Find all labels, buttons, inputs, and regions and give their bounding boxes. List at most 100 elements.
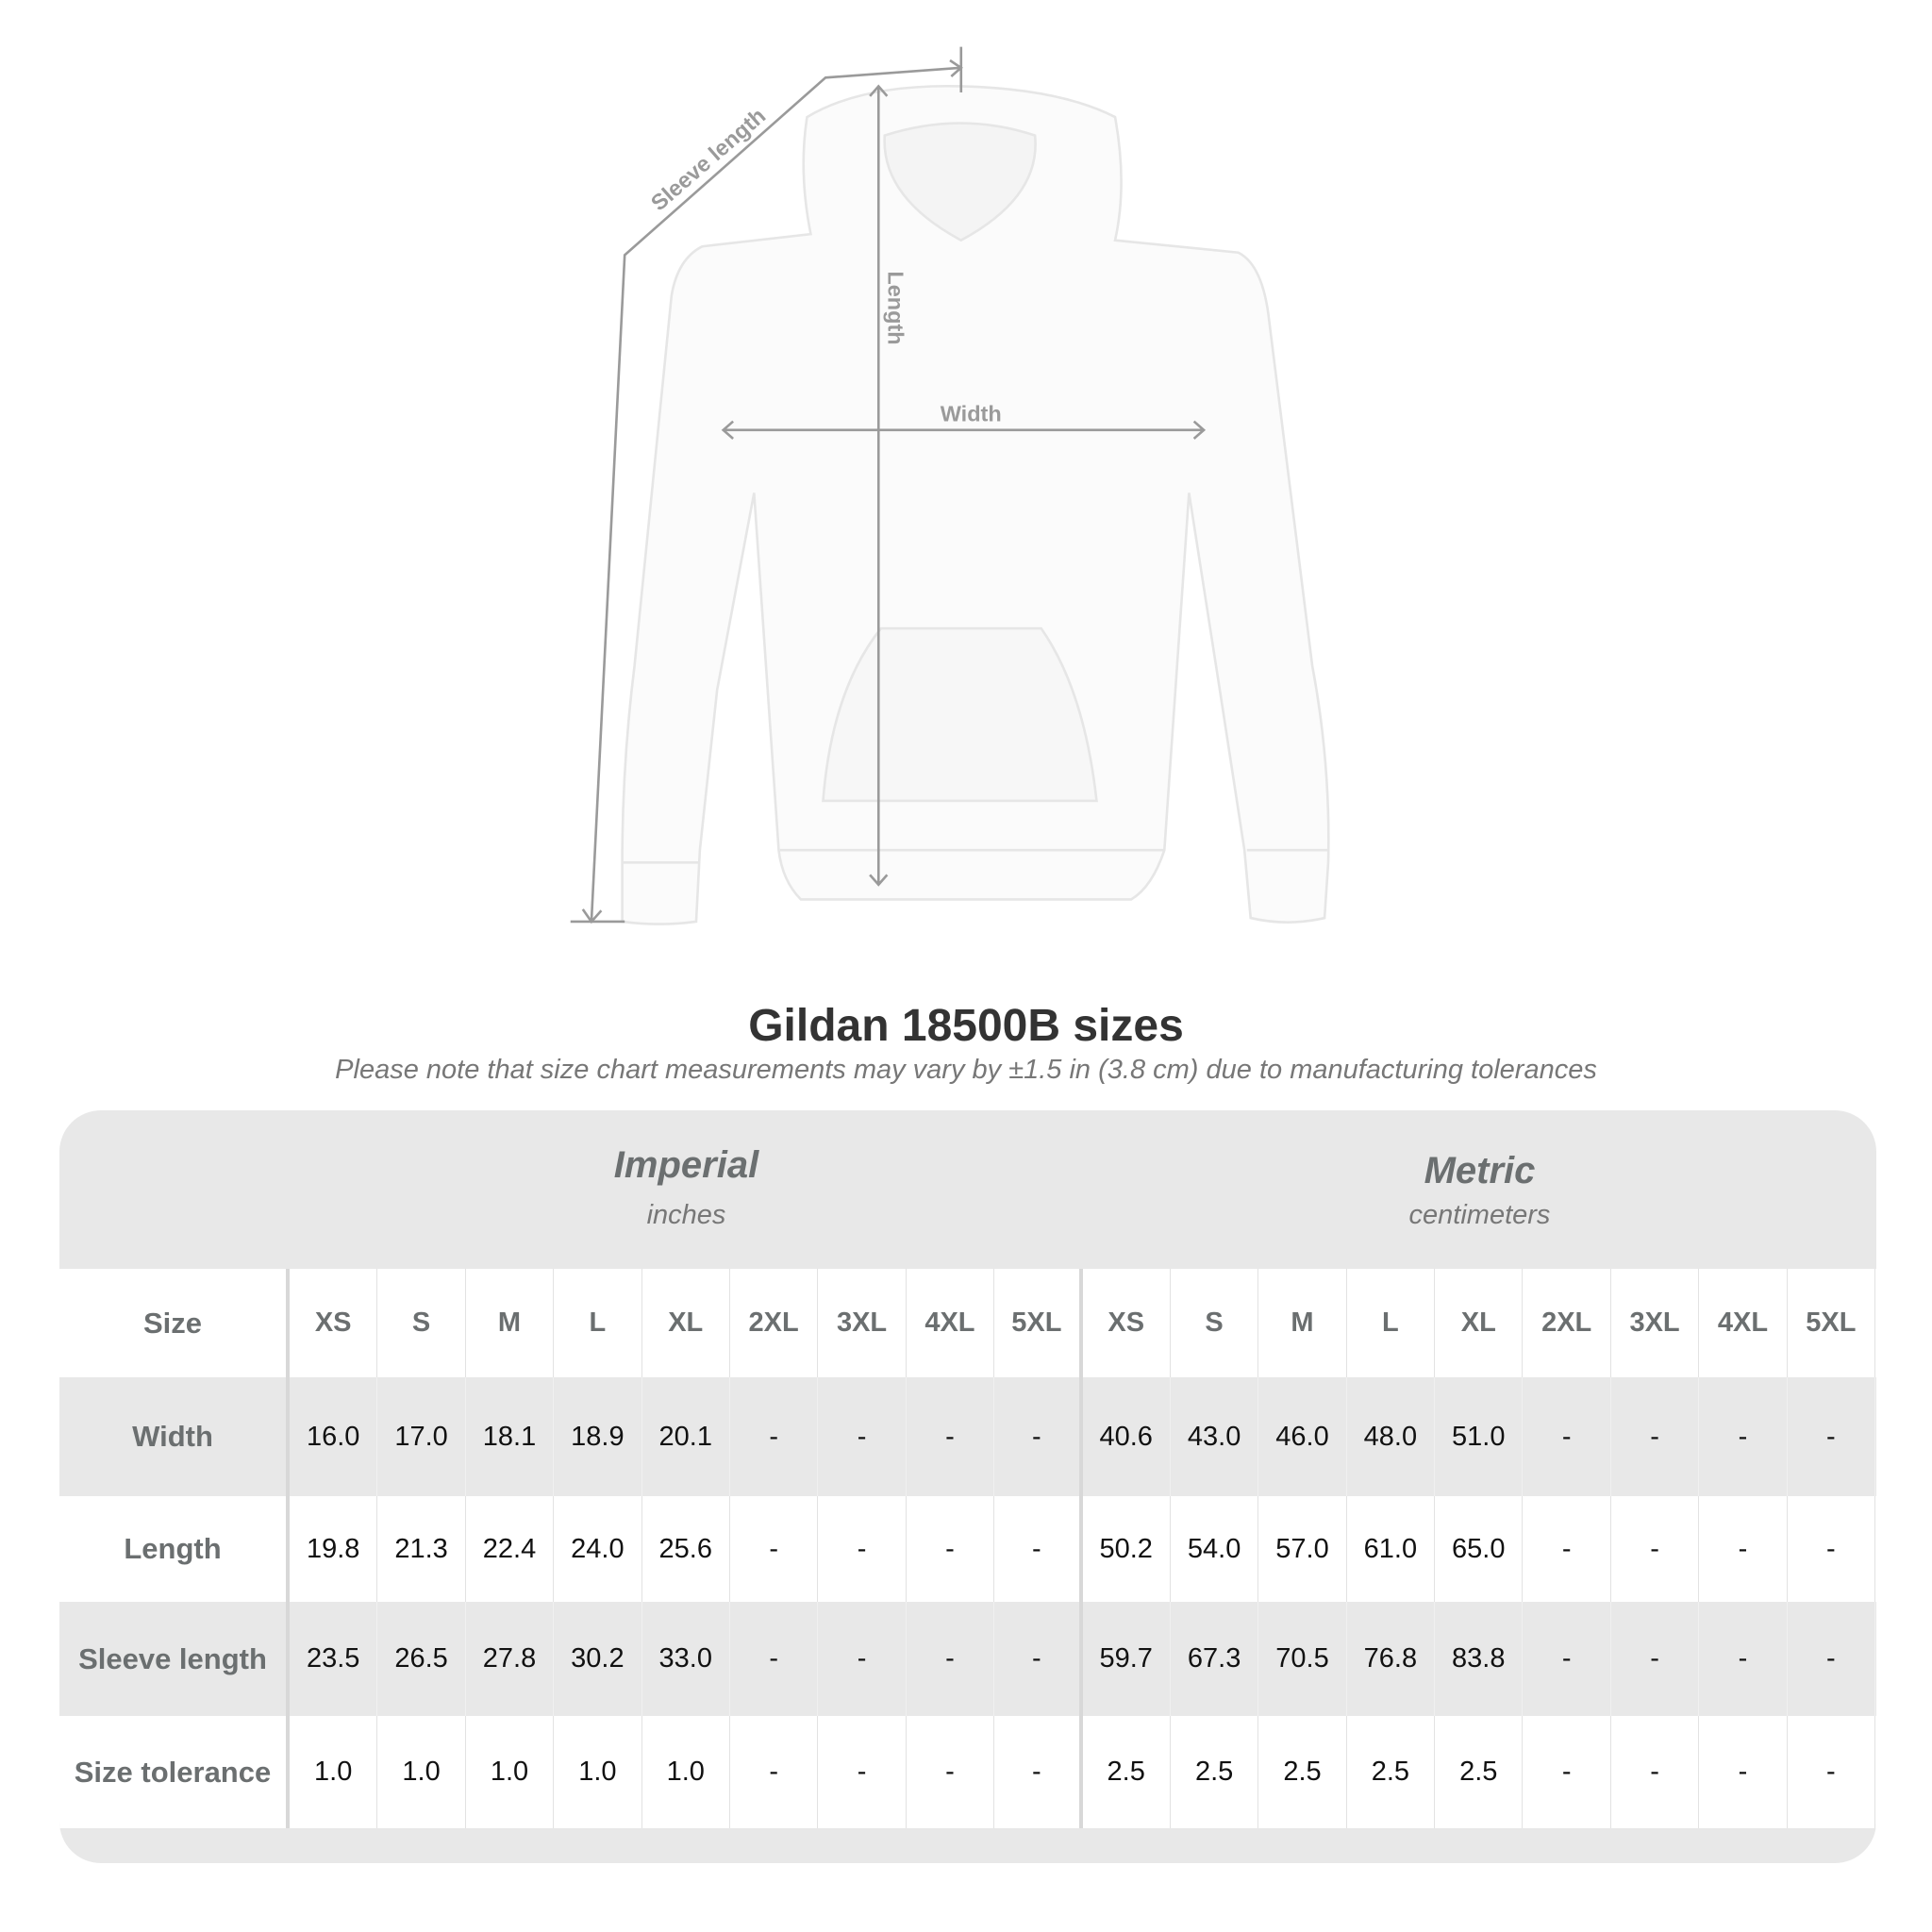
- value-cell: 1.0: [290, 1716, 378, 1828]
- value-cell: -: [1788, 1377, 1876, 1496]
- value-cell: 61.0: [1347, 1496, 1436, 1602]
- value-cell: 2.5: [1083, 1716, 1171, 1828]
- sleeve-arrowheads: [581, 58, 963, 924]
- value-cell: 2.5: [1347, 1716, 1436, 1828]
- size-header-cell: 5XL: [1788, 1269, 1876, 1377]
- size-header-cell: 3XL: [818, 1269, 907, 1377]
- value-cell: 2.5: [1258, 1716, 1347, 1828]
- value-cell: 70.5: [1258, 1602, 1347, 1716]
- size-header-cell: S: [377, 1269, 466, 1377]
- page-title: Gildan 18500B sizes: [748, 1001, 1184, 1051]
- value-cell: 46.0: [1258, 1377, 1347, 1496]
- value-cell: 21.3: [377, 1496, 466, 1602]
- value-cell: -: [1523, 1716, 1611, 1828]
- value-cell: -: [730, 1716, 819, 1828]
- value-cell: 1.0: [554, 1716, 642, 1828]
- imperial-title: Imperial: [613, 1144, 759, 1186]
- tolerance-note: Please note that size chart measurements…: [335, 1055, 1597, 1085]
- value-cell: 1.0: [377, 1716, 466, 1828]
- value-cell: -: [1788, 1602, 1876, 1716]
- value-cell: -: [994, 1716, 1083, 1828]
- value-cell: -: [818, 1602, 907, 1716]
- value-cell: -: [730, 1496, 819, 1602]
- table-row: Length 19.8 21.3 22.4 24.0 25.6- - - -50.2 54.0 57…: [59, 1496, 1876, 1602]
- value-cell: 83.8: [1435, 1602, 1524, 1716]
- size-header-cell: 2XL: [730, 1269, 819, 1377]
- size-header-cell: 3XL: [1611, 1269, 1700, 1377]
- value-cell: -: [907, 1496, 995, 1602]
- table-row: Width 16.0 17.0 18.1 18.9 20.1- - - -40.6 43.0 46.…: [59, 1377, 1876, 1496]
- metric-title: Metric: [1424, 1150, 1536, 1191]
- size-header-cell: 4XL: [1699, 1269, 1788, 1377]
- size-header-cell: 4XL: [907, 1269, 995, 1377]
- value-cell: 40.6: [1083, 1377, 1171, 1496]
- value-cell: -: [907, 1716, 995, 1828]
- value-cell: -: [994, 1496, 1083, 1602]
- value-cell: 17.0: [377, 1377, 466, 1496]
- value-cell: 65.0: [1435, 1496, 1524, 1602]
- row-label: Width: [59, 1377, 290, 1496]
- row-label: Size tolerance: [59, 1716, 290, 1828]
- length-label: Length: [884, 271, 908, 344]
- value-cell: 23.5: [290, 1602, 378, 1716]
- imperial-unit: inches: [646, 1200, 726, 1230]
- value-cell: 27.8: [466, 1602, 555, 1716]
- value-cell: 1.0: [642, 1716, 730, 1828]
- size-header-cell: XL: [1435, 1269, 1524, 1377]
- value-cell: -: [1523, 1602, 1611, 1716]
- value-cell: -: [1523, 1496, 1611, 1602]
- value-cell: -: [818, 1377, 907, 1496]
- value-cell: 25.6: [642, 1496, 730, 1602]
- value-cell: -: [1699, 1377, 1788, 1496]
- value-cell: 20.1: [642, 1377, 730, 1496]
- value-cell: 57.0: [1258, 1496, 1347, 1602]
- value-cell: 76.8: [1347, 1602, 1436, 1716]
- value-cell: -: [907, 1377, 995, 1496]
- table-row: Size tolerance 1.0 1.0 1.0 1.0 1.0- - - -2.5 2.5 2…: [59, 1716, 1876, 1828]
- width-label: Width: [941, 402, 1002, 426]
- value-cell: -: [1611, 1602, 1700, 1716]
- value-cell: -: [1611, 1716, 1700, 1828]
- table-row: Sleeve length 23.5 26.5 27.8 30.2 33.0- - - -59.…: [59, 1602, 1876, 1716]
- value-cell: -: [1611, 1496, 1700, 1602]
- value-cell: 50.2: [1083, 1496, 1171, 1602]
- size-table: Imperial inches Metric centimeters Size X…: [59, 1110, 1876, 1863]
- size-header-cell: M: [466, 1269, 555, 1377]
- value-cell: -: [1699, 1496, 1788, 1602]
- value-cell: -: [907, 1602, 995, 1716]
- value-cell: -: [1788, 1716, 1876, 1828]
- value-cell: 59.7: [1083, 1602, 1171, 1716]
- imperial-header: Imperial inches: [290, 1144, 1083, 1231]
- value-cell: -: [1611, 1377, 1700, 1496]
- value-cell: 51.0: [1435, 1377, 1524, 1496]
- sleeve-length-line: [590, 66, 961, 923]
- row-label: Sleeve length: [59, 1602, 290, 1716]
- value-cell: 67.3: [1171, 1602, 1259, 1716]
- value-cell: -: [1788, 1496, 1876, 1602]
- value-cell: 1.0: [466, 1716, 555, 1828]
- size-header-row: Size XS S M L XL 2XL 3XL 4XL 5XL XS S M L XL 2XL 3XL 4XL 5…: [59, 1269, 1876, 1377]
- size-header-cell: 2XL: [1523, 1269, 1611, 1377]
- sleeve-length-label: Sleeve length: [646, 103, 770, 215]
- value-cell: 54.0: [1171, 1496, 1259, 1602]
- size-header-cell: XS: [1083, 1269, 1171, 1377]
- value-cell: 48.0: [1347, 1377, 1436, 1496]
- row-label: Size: [59, 1269, 290, 1377]
- value-cell: -: [730, 1377, 819, 1496]
- value-cell: 24.0: [554, 1496, 642, 1602]
- value-cell: 43.0: [1171, 1377, 1259, 1496]
- metric-unit: centimeters: [1408, 1200, 1551, 1230]
- value-cell: -: [818, 1496, 907, 1602]
- value-cell: 26.5: [377, 1602, 466, 1716]
- size-header-cell: M: [1258, 1269, 1347, 1377]
- value-cell: -: [994, 1602, 1083, 1716]
- size-header-cell: S: [1171, 1269, 1259, 1377]
- value-cell: 2.5: [1171, 1716, 1259, 1828]
- value-cell: -: [1523, 1377, 1611, 1496]
- hoodie-illustration: [621, 84, 1330, 925]
- measure-lines: [570, 46, 1207, 924]
- value-cell: 18.1: [466, 1377, 555, 1496]
- size-header-cell: L: [1347, 1269, 1436, 1377]
- value-cell: -: [1699, 1602, 1788, 1716]
